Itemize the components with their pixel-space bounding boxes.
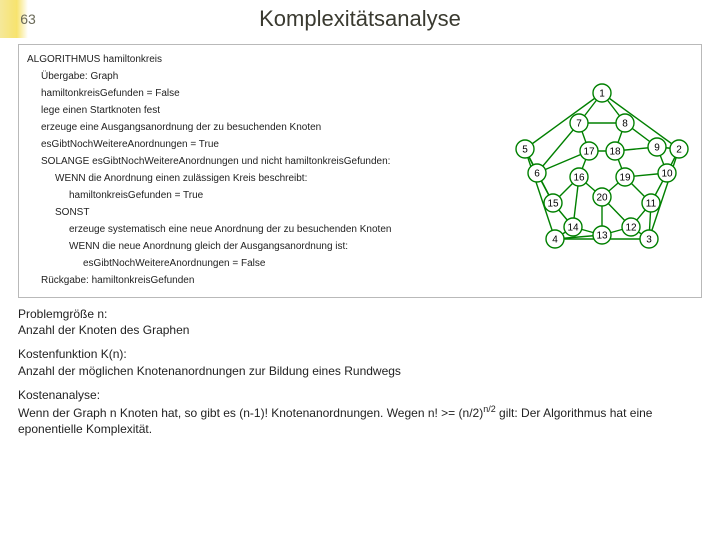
svg-text:1: 1 [599, 89, 605, 100]
notes-section: Problemgröße n: Anzahl der Knoten des Gr… [18, 306, 702, 437]
page-title: Komplexitätsanalyse [56, 6, 720, 32]
slide-number: 63 [0, 0, 56, 38]
svg-text:16: 16 [573, 173, 585, 184]
svg-text:19: 19 [619, 173, 631, 184]
svg-text:4: 4 [552, 235, 558, 246]
svg-text:15: 15 [547, 199, 559, 210]
hamilton-graph: 1234578910111213141561718191620 [509, 81, 695, 267]
svg-text:5: 5 [522, 145, 528, 156]
svg-text:18: 18 [609, 147, 621, 158]
svg-text:2: 2 [676, 145, 682, 156]
svg-text:9: 9 [654, 143, 660, 154]
svg-text:11: 11 [646, 199, 657, 210]
svg-text:20: 20 [596, 193, 608, 204]
svg-text:8: 8 [622, 119, 628, 130]
algo-heading: ALGORITHMUS hamiltonkreis [27, 51, 693, 68]
svg-text:7: 7 [576, 119, 582, 130]
svg-text:10: 10 [661, 169, 673, 180]
note-problem-size: Problemgröße n: Anzahl der Knoten des Gr… [18, 306, 702, 338]
algo-line: Rückgabe: hamiltonkreisGefunden [27, 272, 693, 289]
svg-text:13: 13 [596, 231, 608, 242]
svg-text:14: 14 [567, 223, 579, 234]
note-cost-analysis: Kostenanalyse: Wenn der Graph n Knoten h… [18, 387, 702, 438]
svg-text:3: 3 [646, 235, 652, 246]
svg-text:17: 17 [583, 147, 595, 158]
algorithm-box: ALGORITHMUS hamiltonkreis Übergabe: Grap… [18, 44, 702, 298]
svg-text:12: 12 [625, 223, 637, 234]
note-cost-function: Kostenfunktion K(n): Anzahl der mögliche… [18, 346, 702, 378]
svg-text:6: 6 [534, 169, 540, 180]
